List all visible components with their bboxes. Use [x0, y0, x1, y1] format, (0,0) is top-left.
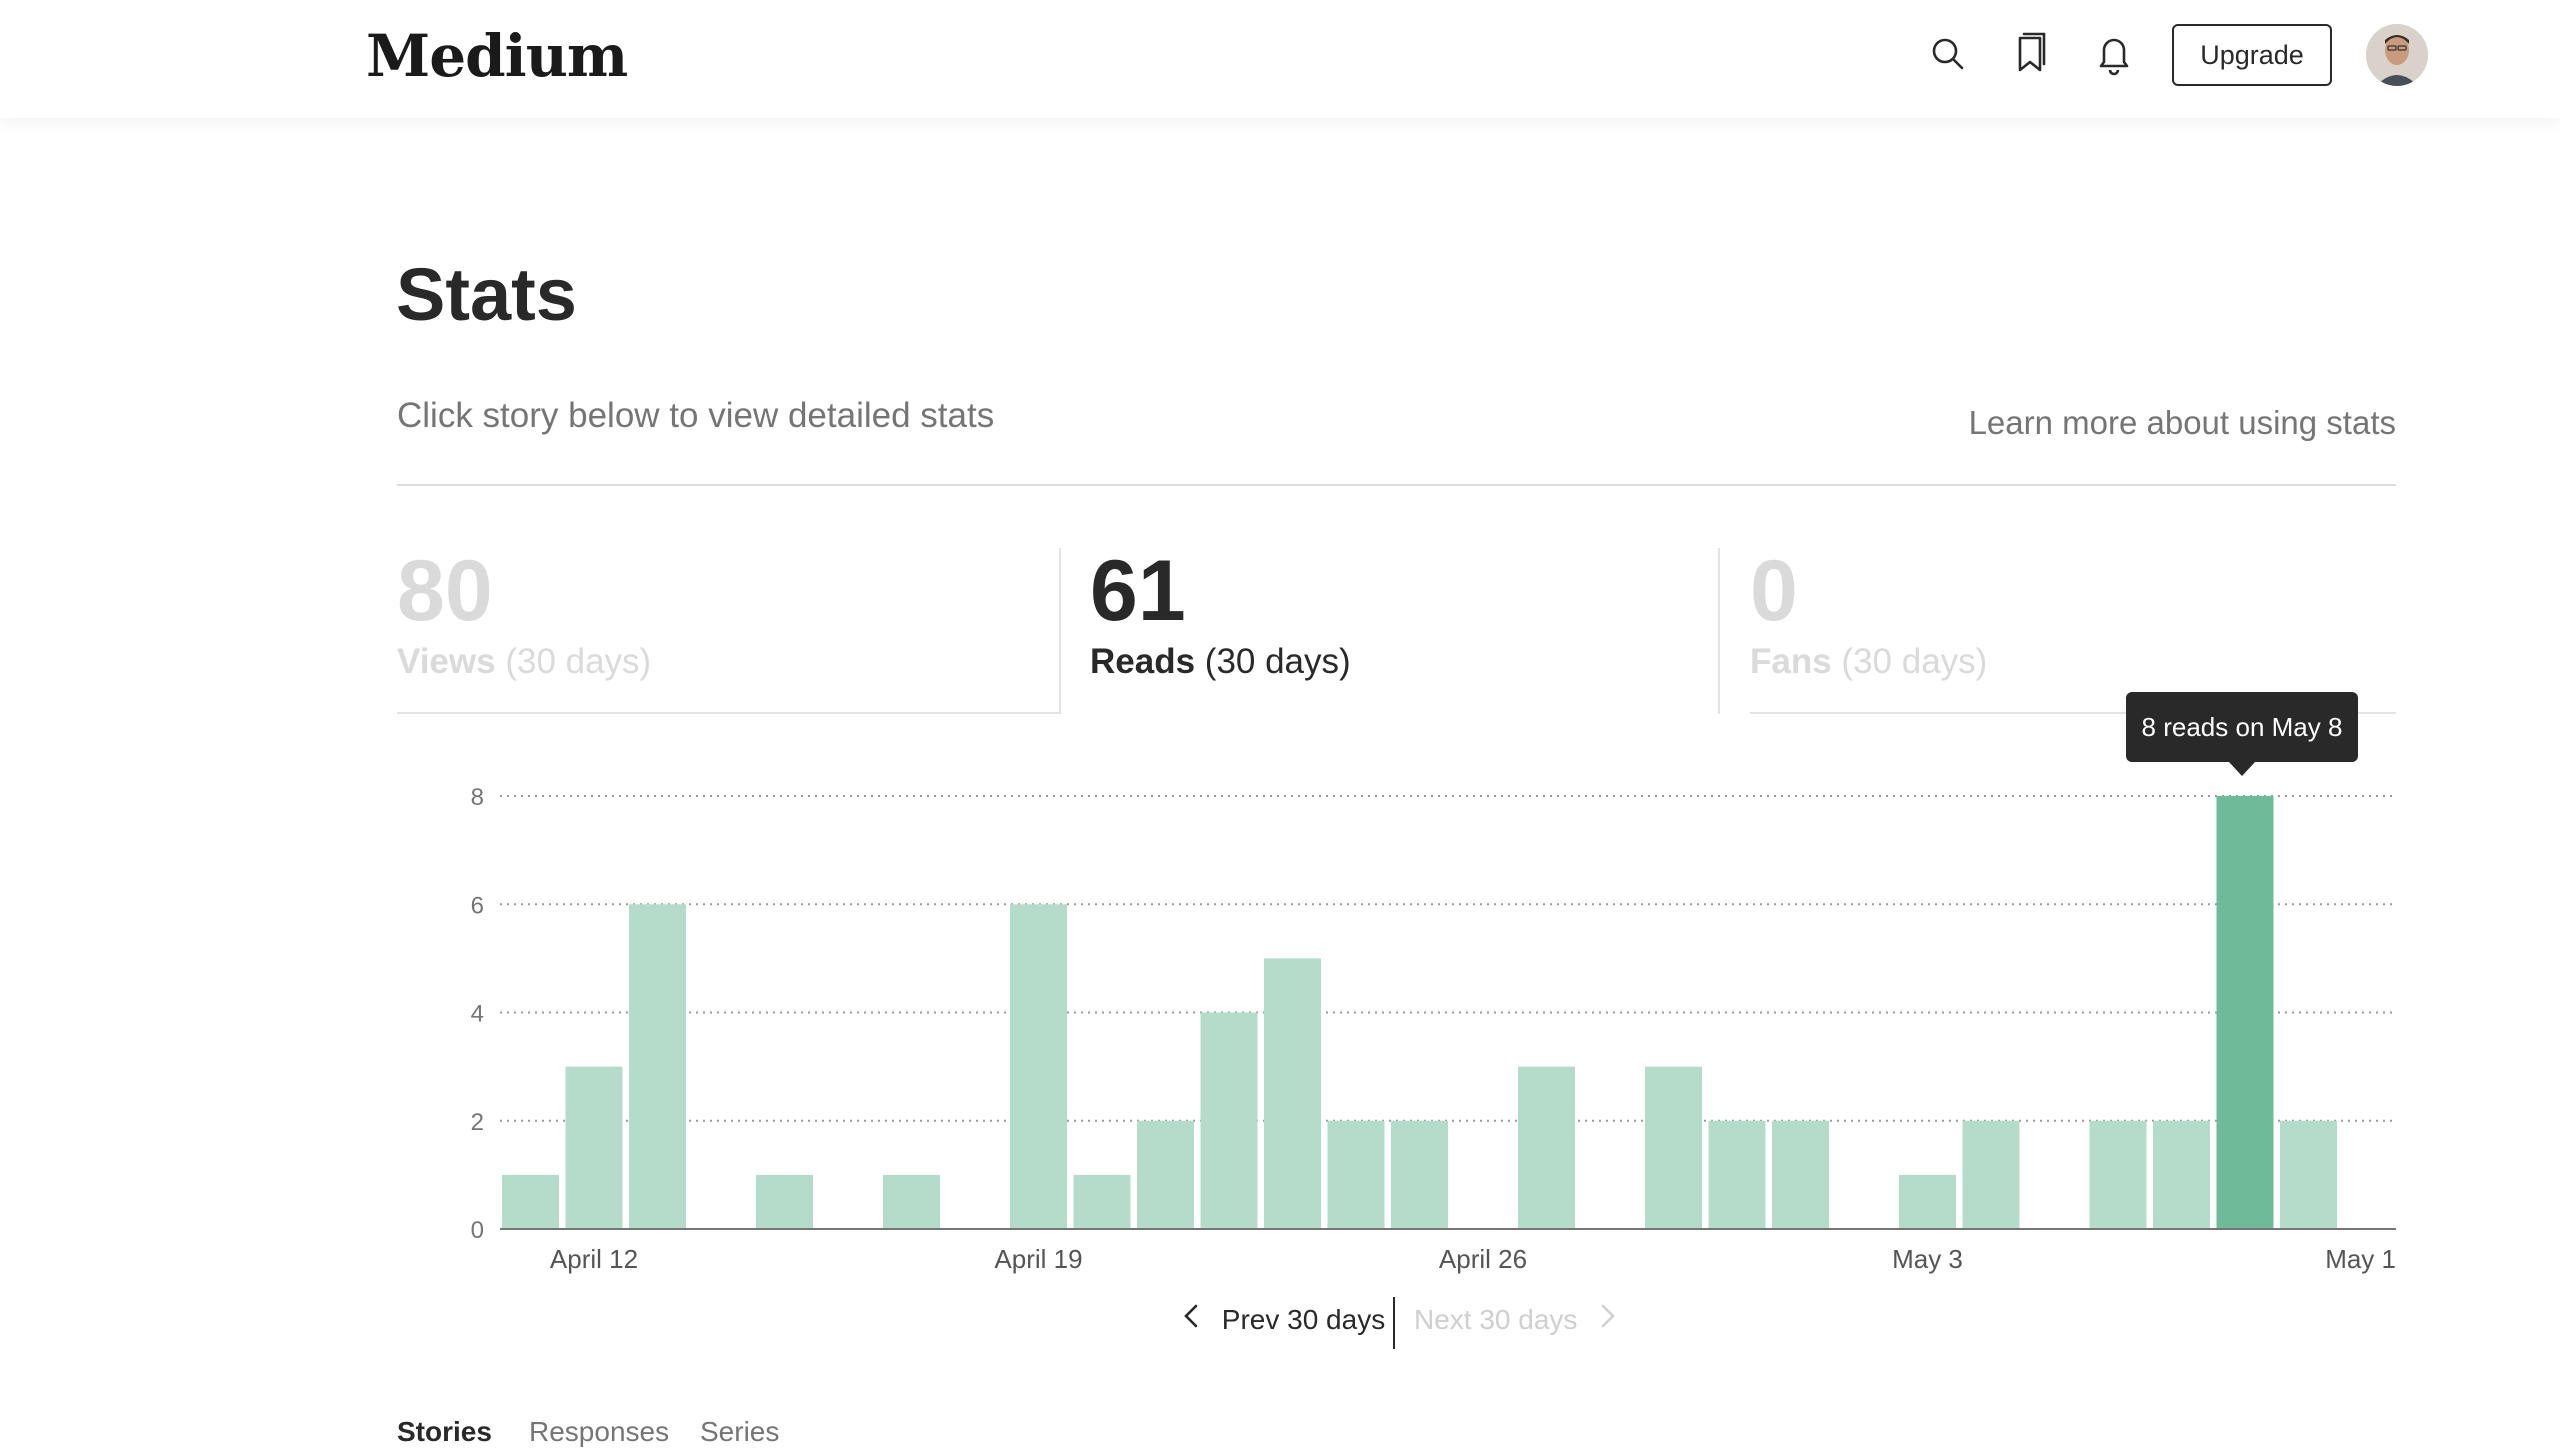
chart-bar: [1772, 1120, 1829, 1229]
upgrade-button[interactable]: Upgrade: [2172, 24, 2332, 86]
metric-label: Reads (30 days): [1090, 642, 1351, 681]
y-tick-label: 2: [471, 1109, 484, 1136]
x-tick-label: May 1: [2325, 1244, 2396, 1274]
tab-series[interactable]: Series: [700, 1416, 780, 1447]
metric-tab-views[interactable]: 80 Views (30 days): [397, 548, 1059, 714]
chart-bar: [2089, 1120, 2147, 1229]
chevron-left-icon: [1176, 1296, 1206, 1343]
chart-bar: [1010, 904, 1067, 1229]
x-tick-label: April 19: [994, 1244, 1082, 1274]
chart-bar: [1899, 1174, 1956, 1229]
metric-separator: [1718, 548, 1720, 714]
chart-bar: [756, 1174, 813, 1229]
top-bar: Medium Upgrade: [0, 0, 2560, 118]
chart-bar: [883, 1174, 940, 1229]
metric-value: 0: [1750, 543, 1798, 639]
metric-label: Views (30 days): [397, 642, 652, 681]
chart-bar: [1518, 1066, 1575, 1229]
chart-bar: [2153, 1120, 2210, 1229]
medium-logo[interactable]: Medium: [366, 22, 628, 90]
avatar[interactable]: [2366, 24, 2428, 86]
chart-bar: [1073, 1174, 1131, 1229]
chart-bar: [1137, 1120, 1194, 1229]
x-tick-label: April 26: [1439, 1244, 1527, 1274]
chart-bar: [1200, 1012, 1258, 1229]
bookmarks-icon[interactable]: [2010, 28, 2054, 80]
tab-stories[interactable]: Stories: [397, 1416, 492, 1447]
chevron-right-icon: [1593, 1296, 1623, 1343]
chart-bar: [1391, 1120, 1448, 1229]
chart-bar: [1264, 958, 1321, 1229]
page-title: Stats: [396, 253, 577, 336]
next-30-days-button[interactable]: Next 30 days: [1414, 1296, 1623, 1343]
bell-icon[interactable]: [2092, 28, 2136, 80]
metric-value: 80: [397, 543, 493, 639]
x-tick-label: May 3: [1892, 1244, 1963, 1274]
y-tick-label: 0: [471, 1217, 484, 1244]
y-tick-label: 6: [471, 892, 484, 919]
next-label: Next 30 days: [1414, 1303, 1578, 1335]
learn-more-link[interactable]: Learn more about using stats: [1968, 404, 2396, 441]
header-divider: [397, 484, 2396, 486]
search-icon[interactable]: [1926, 28, 1970, 80]
metric-tab-reads[interactable]: 61 Reads (30 days): [1090, 548, 1718, 714]
chart-bar: [502, 1174, 559, 1229]
prev-label: Prev 30 days: [1221, 1303, 1386, 1335]
metric-tab-fans[interactable]: 0 Fans (30 days): [1750, 548, 2396, 714]
metric-value: 61: [1090, 543, 1186, 639]
metric-separator: [1059, 548, 1061, 714]
chart-bar: [1708, 1120, 1766, 1229]
x-tick-label: April 12: [550, 1244, 638, 1274]
tab-responses[interactable]: Responses: [529, 1416, 670, 1447]
chart-bar: [565, 1066, 623, 1229]
chart-bar: [2280, 1120, 2337, 1229]
metric-label: Fans (30 days): [1750, 642, 1988, 681]
reads-bar-chart: 0 2 4 6 8 April 12 April 19 April 26 May 3 May 1: [471, 784, 2396, 1274]
pager-separator: [1393, 1297, 1395, 1349]
chart-tooltip: 8 reads on May 8: [2126, 692, 2358, 776]
chart-bar: [1645, 1066, 1702, 1229]
chart-bar: [1327, 1120, 1385, 1229]
page-subtitle: Click story below to view detailed stats: [397, 396, 995, 435]
y-tick-label: 8: [471, 784, 484, 811]
chart-bar: [629, 904, 686, 1229]
prev-30-days-button[interactable]: Prev 30 days: [1176, 1296, 1385, 1343]
y-tick-label: 4: [471, 1001, 484, 1028]
chart-bar: [2216, 796, 2274, 1229]
chart-bar: [1962, 1120, 2020, 1229]
